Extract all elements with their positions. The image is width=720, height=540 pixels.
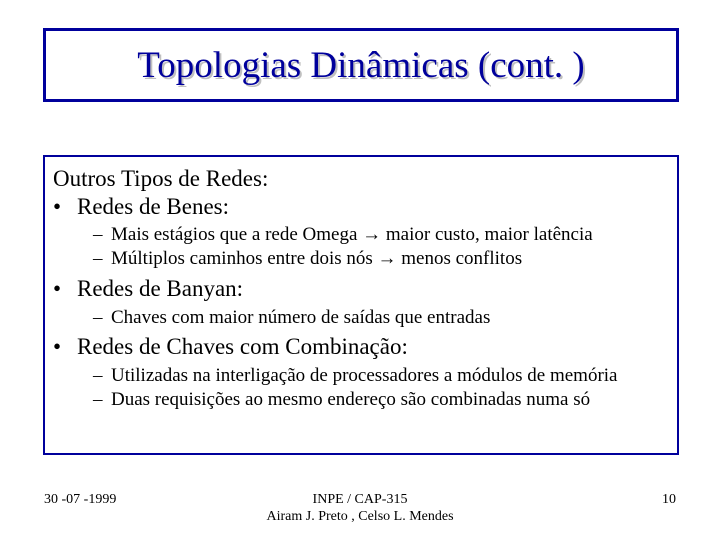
content-box: Outros Tipos de Redes: • Redes de Benes:… (43, 155, 679, 455)
subitem: – Utilizadas na interligação de processa… (47, 364, 675, 388)
slide-title: Topologias Dinâmicas (cont. ) (137, 44, 584, 87)
subitem-text: Chaves com maior número de saídas que en… (111, 306, 490, 330)
heading-line: Outros Tipos de Redes: (47, 165, 675, 193)
dash-icon: – (93, 306, 111, 330)
section-item: • Redes de Banyan: (47, 275, 675, 304)
subitem: – Mais estágios que a rede Omega → maior… (47, 223, 675, 247)
dash-icon: – (93, 223, 111, 247)
subitem-text: Mais estágios que a rede Omega → maior c… (111, 223, 593, 247)
title-box: Topologias Dinâmicas (cont. ) (43, 28, 679, 102)
dash-icon: – (93, 364, 111, 388)
bullet-icon: • (53, 275, 77, 304)
subitem: – Duas requisições ao mesmo endereço são… (47, 388, 675, 412)
section-label: Redes de Benes: (77, 193, 229, 222)
section-label: Redes de Banyan: (77, 275, 243, 304)
bullet-icon: • (53, 333, 77, 362)
subitem-text: Múltiplos caminhos entre dois nós → meno… (111, 247, 522, 271)
footer-page-number: 10 (662, 492, 676, 508)
footer-line2: Airam J. Preto , Celso L. Mendes (266, 509, 453, 524)
footer-center: INPE / CAP-315 Airam J. Preto , Celso L.… (40, 492, 680, 526)
subitem-text: Utilizadas na interligação de processado… (111, 364, 618, 388)
footer-line1: INPE / CAP-315 (313, 492, 408, 507)
dash-icon: – (93, 247, 111, 271)
section-label: Redes de Chaves com Combinação: (77, 333, 408, 362)
dash-icon: – (93, 388, 111, 412)
section-item: • Redes de Chaves com Combinação: (47, 333, 675, 362)
subitem: – Múltiplos caminhos entre dois nós → me… (47, 247, 675, 271)
bullet-icon: • (53, 193, 77, 222)
subitem-text: Duas requisições ao mesmo endereço são c… (111, 388, 590, 412)
subitem: – Chaves com maior número de saídas que … (47, 306, 675, 330)
section-item: • Redes de Benes: (47, 193, 675, 222)
